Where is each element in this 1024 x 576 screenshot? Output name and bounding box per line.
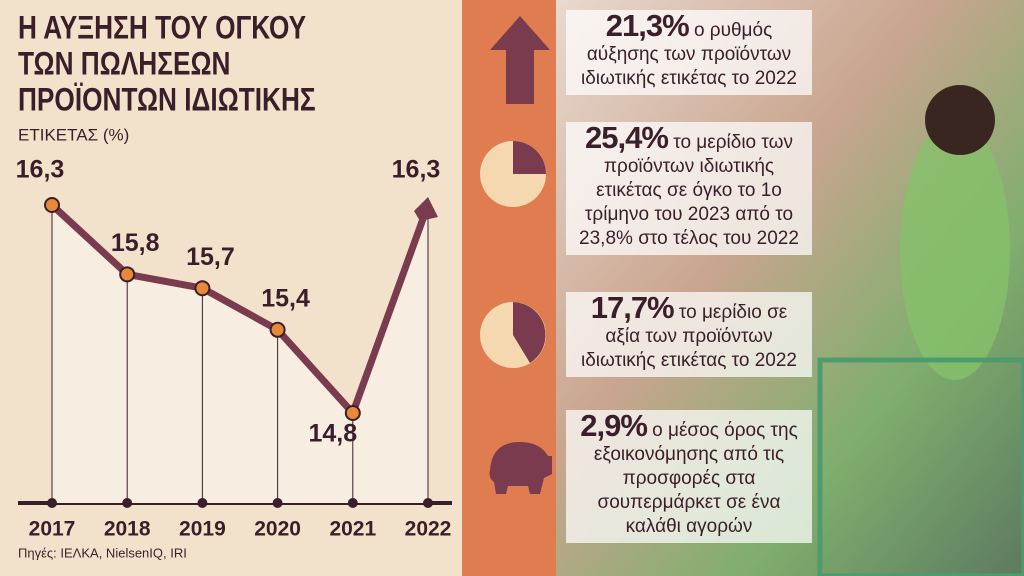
chart-title: ΠΡΟΪΟΝΤΩΝ ΙΔΙΩΤΙΚΗΣ: [18, 82, 316, 118]
x-tick-label: 2022: [405, 518, 452, 541]
stat-item: 17,7% το μερίδιο σε αξία των προϊόντων ι…: [566, 292, 812, 377]
photo-head: [925, 85, 995, 155]
stat-highlight: 21,3%: [605, 8, 690, 43]
x-tick-label: 2021: [329, 518, 376, 541]
source: Πηγές: ΙΕΛΚΑ, NielsenIQ, IRI: [18, 545, 187, 560]
stat-item: 25,4% το μερίδιο των προϊόντων ιδιωτικής…: [566, 122, 812, 255]
stat-text: ο μέσος όρος της εξοικονόμησης από τις π…: [593, 420, 798, 537]
tick-dot: [423, 498, 433, 508]
marker: [119, 266, 136, 283]
marker: [44, 197, 60, 213]
value-label: 16,3: [392, 156, 441, 184]
piggy-icon: [489, 442, 552, 494]
stat-text: ο ρυθμός αύξησης των προϊόντων ιδιωτικής…: [581, 20, 797, 89]
arrow-icon: [490, 16, 550, 104]
stat-text: το μερίδιο των προϊόντων ιδιωτικής ετικέ…: [579, 132, 799, 249]
value-label: 15,7: [186, 243, 235, 271]
value-label: 15,8: [111, 229, 160, 257]
marker: [194, 280, 211, 297]
photo-cart: [817, 357, 1024, 576]
marker: [269, 321, 286, 338]
stat-highlight: 25,4%: [585, 120, 669, 155]
pie-slice: [513, 141, 546, 174]
value-label: 14,8: [308, 420, 357, 448]
chart-title: Η ΑΥΞΗΣΗ ΤΟΥ ΟΓΚΟΥ: [18, 11, 307, 46]
stat-highlight: 17,7%: [590, 290, 675, 325]
x-tick-label: 2020: [254, 518, 301, 541]
x-tick-label: 2017: [29, 518, 76, 541]
chart-title: ΤΩΝ ΠΩΛΗΣΕΩΝ: [18, 47, 230, 82]
stat-highlight: 2,9%: [580, 408, 648, 443]
line: [49, 202, 432, 417]
pie-slice: [513, 302, 546, 363]
x-tick-label: 2018: [104, 518, 151, 541]
subtitle: ΕΤΙΚΕΤΑΣ (%): [18, 125, 129, 144]
value-label: 16,3: [16, 156, 65, 184]
photo-figure: [900, 120, 1010, 380]
tick-dot: [272, 498, 283, 508]
stat-text: το μερίδιο σε αξία των προϊόντων ιδιωτικ…: [581, 302, 797, 371]
stat-item: 2,9% ο μέσος όρος της εξοικονόμησης από …: [566, 410, 812, 543]
stat-item: 21,3% ο ρυθμός αύξησης των προϊόντων ιδι…: [566, 10, 812, 95]
tick-dot: [122, 498, 133, 508]
tick-dot: [47, 498, 57, 508]
marker: [344, 405, 361, 421]
tick-dot: [197, 498, 208, 508]
arrow-head: [414, 197, 438, 221]
tick-dot: [347, 498, 358, 508]
x-tick-label: 2019: [179, 518, 226, 541]
value-label: 15,4: [261, 284, 310, 312]
